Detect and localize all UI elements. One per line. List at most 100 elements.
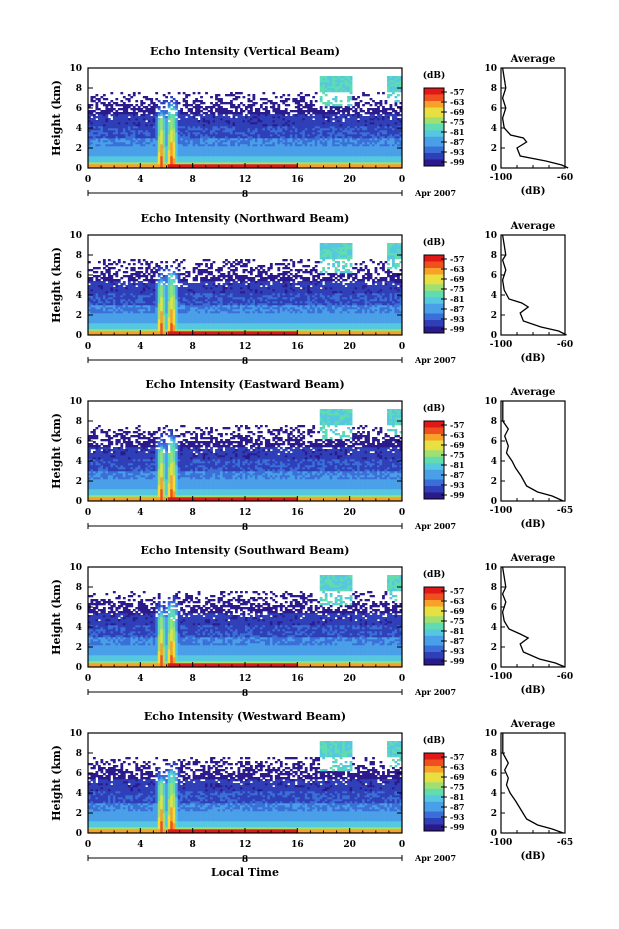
heatmap-cell [252,104,255,106]
heatmap-cell [327,140,330,142]
heatmap-cell [110,148,113,150]
heatmap-cell [133,106,136,108]
heatmap-cell [183,104,186,106]
heatmap-cell [275,154,278,156]
heatmap-cell [272,130,275,132]
heatmap-cell [120,297,123,299]
heatmap-cell [375,156,378,158]
heatmap-cell [180,154,183,156]
heatmap-cell [205,140,208,142]
heatmap-cell [252,102,255,104]
heatmap-cell [213,134,216,136]
heatmap-cell [395,96,398,98]
heatmap-cell [168,122,171,124]
heatmap-cell [90,329,93,331]
heatmap-cell [277,110,280,112]
heatmap-cell [183,126,186,128]
heatmap-cell [350,132,353,134]
heatmap-cell [145,271,148,273]
heatmap-cell [213,158,216,160]
heatmap-cell [190,144,193,146]
heatmap-cell [208,146,211,148]
heatmap-cell [382,136,385,138]
heatmap-cell [250,112,253,114]
heatmap-cell [188,142,191,144]
heatmap-cell [395,134,398,136]
heatmap-cell [145,269,148,271]
heatmap-cell [267,110,270,112]
heatmap-cell [108,271,111,273]
heatmap-cell [160,138,163,140]
heatmap-cell [105,319,108,321]
heatmap-cell [128,295,131,297]
heatmap-cell [188,162,191,164]
heatmap-cell [307,164,310,166]
heatmap-cell [130,160,133,162]
heatmap-cell [375,160,378,162]
heatmap-cell [138,124,141,126]
heatmap-cell [188,128,191,130]
heatmap-cell [155,162,158,164]
heatmap-cell [200,162,203,164]
heatmap-cell [270,114,273,116]
heatmap-cell [332,160,335,162]
heatmap-cell [397,80,400,82]
heatmap-cell [250,146,253,148]
heatmap-cell [257,156,260,158]
heatmap-cell [120,331,123,333]
heatmap-cell [123,297,126,299]
heatmap-cell [315,140,318,142]
heatmap-cell [335,76,338,78]
heatmap-cell [158,144,161,146]
heatmap-cell [140,285,143,287]
heatmap-cell [295,152,298,154]
heatmap-cell [380,132,383,134]
heatmap-cell [317,140,320,142]
heatmap-cell [100,130,103,132]
heatmap-cell [310,106,313,108]
heatmap-cell [148,150,151,152]
heatmap-cell [103,273,106,275]
heatmap-cell [128,114,131,116]
heatmap-cell [327,130,330,132]
heatmap-cell [270,120,273,122]
heatmap-cell [352,114,355,116]
heatmap-cell [145,144,148,146]
heatmap-cell [145,275,148,277]
heatmap-cell [310,118,313,120]
heatmap-cell [228,120,231,122]
heatmap-cell [95,293,98,295]
heatmap-cell [357,136,360,138]
heatmap-cell [365,136,368,138]
heatmap-cell [128,100,131,102]
heatmap-cell [155,142,158,144]
heatmap-cell [223,142,226,144]
heatmap-cell [145,108,148,110]
heatmap-cell [103,142,106,144]
heatmap-cell [93,291,96,293]
heatmap-cell [312,96,315,98]
heatmap-cell [292,116,295,118]
heatmap-cell [287,138,290,140]
heatmap-cell [218,148,221,150]
heatmap-cell [113,299,116,301]
heatmap-cell [307,152,310,154]
heatmap-cell [218,130,221,132]
heatmap-cell [372,132,375,134]
heatmap-cell [98,295,101,297]
heatmap-cell [267,112,270,114]
heatmap-cell [175,154,178,156]
heatmap-cell [332,156,335,158]
heatmap-cell [247,130,250,132]
heatmap-cell [277,128,280,130]
heatmap-cell [203,132,206,134]
heatmap-cell [145,321,148,323]
heatmap-cell [250,154,253,156]
heatmap-cell [120,108,123,110]
heatmap-cell [287,164,290,166]
heatmap-cell [322,88,325,90]
heatmap-cell [285,158,288,160]
heatmap-cell [377,102,380,104]
heatmap-cell [362,92,365,94]
heatmap-cell [315,146,318,148]
